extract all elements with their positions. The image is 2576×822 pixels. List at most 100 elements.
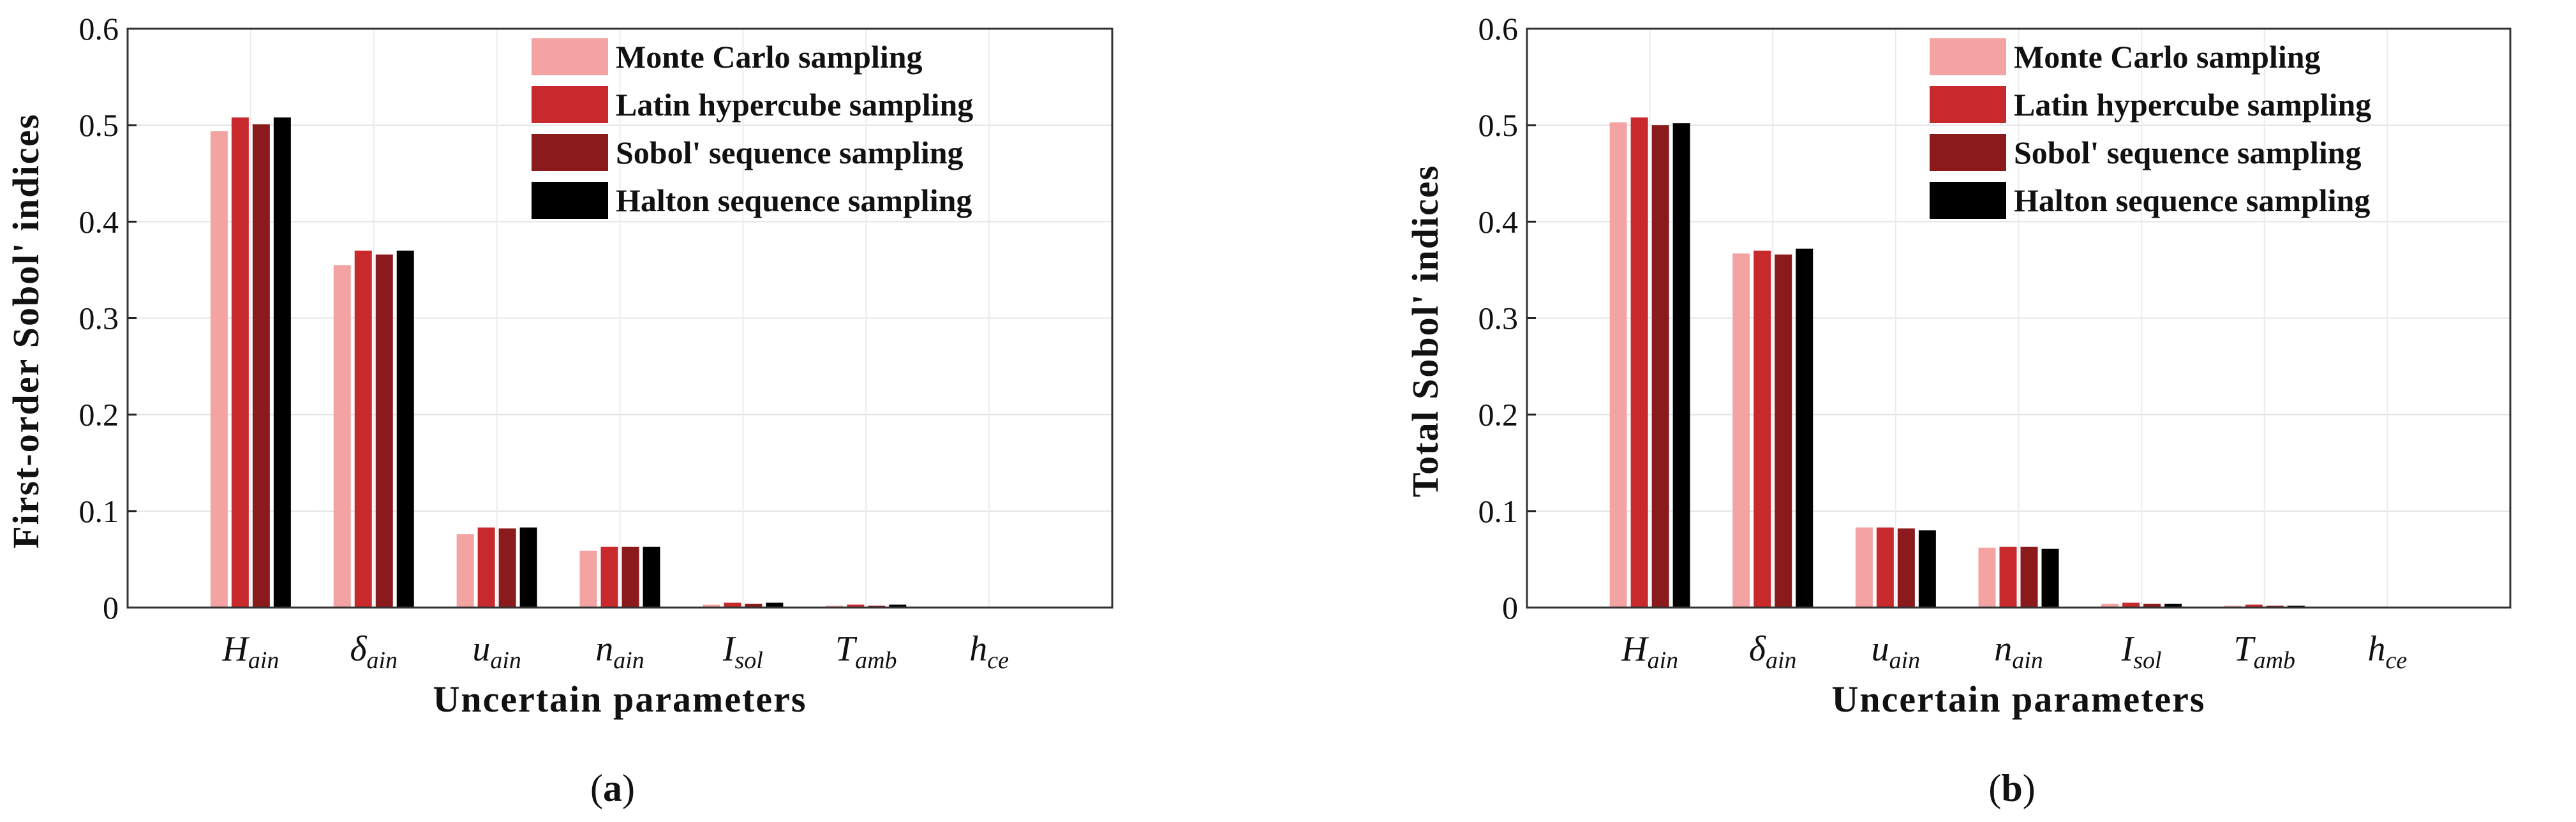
legend-label: Sobol' sequence sampling <box>616 135 964 170</box>
bar-sobol-sequence-sampling-1 <box>375 254 393 608</box>
x-tick-label-sub: ain <box>1648 647 1679 674</box>
x-tick-label: hce <box>2368 629 2408 674</box>
x-tick-label-base: H <box>221 629 249 669</box>
panel-label-letter: b <box>2001 767 2022 809</box>
bar-latin-hypercube-sampling-1 <box>354 250 372 608</box>
bar-sobol-sequence-sampling-0 <box>1651 125 1669 608</box>
bar-halton-sequence-sampling-4 <box>2164 603 2182 608</box>
y-tick-label: 0.2 <box>1478 397 1519 433</box>
x-tick-label-base: n <box>595 629 613 669</box>
bar-latin-hypercube-sampling-5 <box>2245 604 2263 608</box>
legend-swatch <box>1930 86 2006 123</box>
bar-monte-carlo-sampling-4 <box>703 604 720 608</box>
bar-sobol-sequence-sampling-4 <box>2143 603 2161 608</box>
bar-monte-carlo-sampling-2 <box>456 534 474 608</box>
y-tick-label: 0.4 <box>1478 204 1519 239</box>
bar-sobol-sequence-sampling-3 <box>2020 546 2038 608</box>
bar-sobol-sequence-sampling-1 <box>1775 254 1792 608</box>
bar-halton-sequence-sampling-1 <box>1796 248 1813 608</box>
bar-latin-hypercube-sampling-4 <box>2122 602 2140 608</box>
x-tick-label-base: T <box>835 629 858 669</box>
legend-swatch <box>532 134 608 171</box>
y-tick-label: 0.6 <box>1478 11 1519 47</box>
bar-monte-carlo-sampling-5 <box>826 605 844 608</box>
x-tick-label: Hain <box>221 629 279 674</box>
x-tick-label-base: H <box>1621 629 1649 669</box>
bar-halton-sequence-sampling-2 <box>519 527 537 608</box>
bar-latin-hypercube-sampling-0 <box>231 117 249 608</box>
panel-label-close: ) <box>622 767 635 809</box>
x-tick-label: Hain <box>1621 629 1678 674</box>
x-tick-label-base: δ <box>350 629 367 669</box>
y-tick-label: 0.2 <box>79 397 119 433</box>
legend-label: Halton sequence sampling <box>2014 183 2370 218</box>
bar-halton-sequence-sampling-5 <box>889 604 907 608</box>
x-tick-label-base: T <box>2233 629 2256 669</box>
bar-latin-hypercube-sampling-5 <box>847 604 865 608</box>
bar-sobol-sequence-sampling-5 <box>2266 605 2284 608</box>
bar-halton-sequence-sampling-2 <box>1918 530 1936 608</box>
y-tick-label: 0 <box>1502 590 1518 625</box>
x-tick-label: uain <box>1872 629 1921 674</box>
bar-monte-carlo-sampling-2 <box>1855 527 1873 608</box>
panel-label-letter: a <box>603 767 622 809</box>
x-tick-label-base: u <box>1872 629 1889 669</box>
panel-label-open: ( <box>590 767 603 809</box>
bar-monte-carlo-sampling-5 <box>2224 605 2242 608</box>
bar-sobol-sequence-sampling-0 <box>252 124 270 608</box>
y-tick-label: 0.3 <box>79 301 119 336</box>
bar-sobol-sequence-sampling-5 <box>868 605 886 608</box>
bar-monte-carlo-sampling-3 <box>579 550 597 608</box>
bar-halton-sequence-sampling-0 <box>273 117 291 608</box>
y-tick-label: 0.1 <box>79 493 119 529</box>
legend-label: Sobol' sequence sampling <box>2014 135 2362 170</box>
bar-sobol-sequence-sampling-2 <box>498 528 516 608</box>
legend-label: Monte Carlo sampling <box>2014 39 2321 75</box>
bar-latin-hypercube-sampling-3 <box>600 546 618 608</box>
x-tick-label-base: I <box>2121 629 2135 669</box>
y-tick-label: 0.3 <box>1478 301 1519 336</box>
x-tick-label-sub: ain <box>613 647 644 674</box>
bar-monte-carlo-sampling-0 <box>210 131 228 608</box>
bar-monte-carlo-sampling-1 <box>333 265 351 608</box>
bar-latin-hypercube-sampling-0 <box>1630 117 1648 608</box>
x-tick-label: Tamb <box>2233 629 2295 674</box>
legend-swatch <box>1930 134 2006 171</box>
bar-latin-hypercube-sampling-1 <box>1753 250 1771 608</box>
x-tick-label-base: h <box>969 629 987 669</box>
legend-swatch <box>1930 182 2006 219</box>
x-tick-label: hce <box>969 629 1009 674</box>
x-tick-label-sub: ain <box>248 647 279 674</box>
bar-halton-sequence-sampling-4 <box>766 602 784 608</box>
y-tick-label: 0 <box>103 590 119 625</box>
bar-latin-hypercube-sampling-3 <box>1999 546 2017 608</box>
x-tick-label: δain <box>1749 629 1797 674</box>
x-tick-label-sub: ain <box>366 647 398 674</box>
x-tick-label-base: δ <box>1749 629 1766 669</box>
legend-swatch <box>532 38 608 75</box>
x-tick-label-sub: ain <box>1766 647 1797 674</box>
bar-sobol-sequence-sampling-2 <box>1897 528 1915 608</box>
legend-swatch <box>532 86 608 123</box>
panel-label-close: ) <box>2023 767 2036 809</box>
x-tick-label: Isol <box>2121 629 2162 674</box>
y-axis-label: First-order Sobol' indices <box>5 113 47 548</box>
y-tick-label: 0.5 <box>1478 107 1519 143</box>
x-tick-label: uain <box>472 629 521 674</box>
legend-label: Latin hypercube sampling <box>616 87 973 123</box>
axes-frame <box>1526 27 2512 609</box>
bar-halton-sequence-sampling-3 <box>2041 548 2059 608</box>
y-axis-label: Total Sobol' indices <box>1404 165 1446 497</box>
x-tick-label-sub: ain <box>1889 647 1921 674</box>
legend-label: Monte Carlo sampling <box>616 39 923 75</box>
legend-swatch <box>532 182 608 219</box>
bar-halton-sequence-sampling-3 <box>643 546 660 608</box>
x-tick-label-sub: amb <box>2254 647 2295 674</box>
y-tick-label: 0.4 <box>79 204 119 239</box>
y-tick-label: 0.6 <box>79 11 119 47</box>
legend-label: Latin hypercube sampling <box>2014 87 2371 123</box>
x-tick-label: nain <box>1994 629 2043 674</box>
x-axis-label: Uncertain parameters <box>433 678 807 720</box>
